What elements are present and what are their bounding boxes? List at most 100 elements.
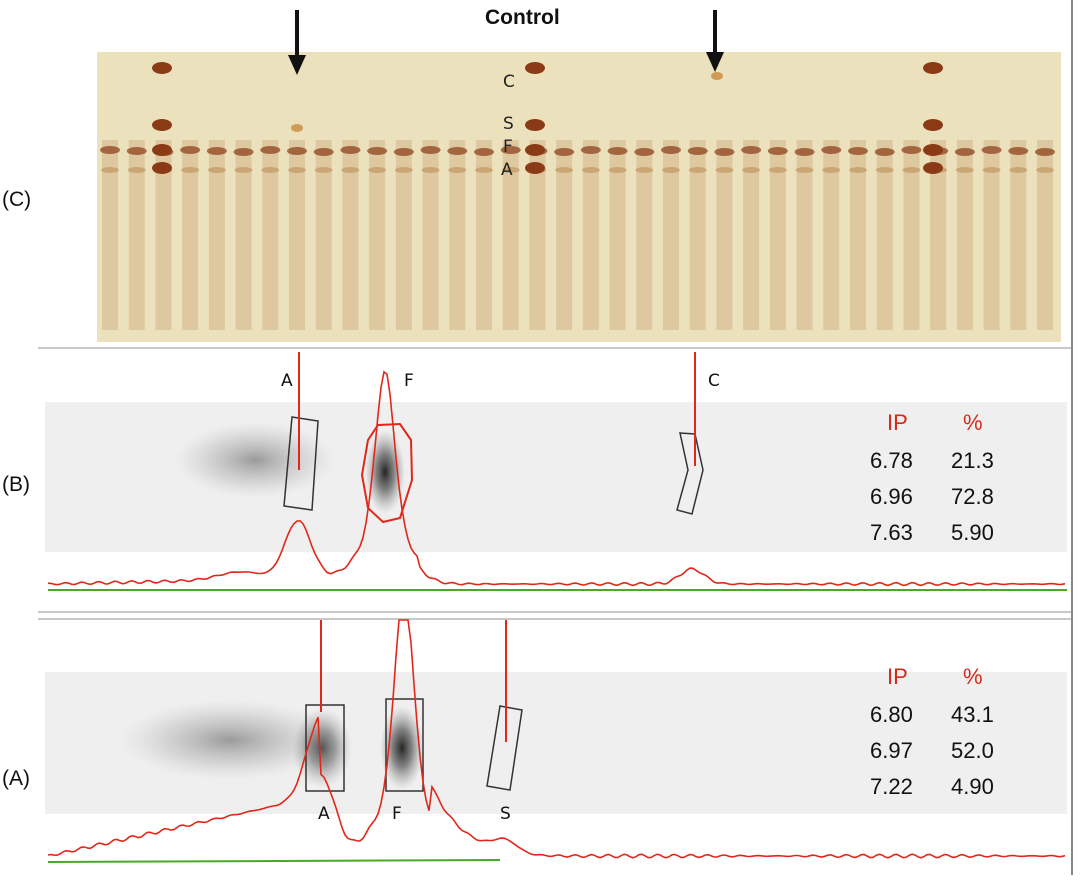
gel-lane — [208, 140, 225, 330]
gel-band — [821, 146, 842, 154]
table-cell-ip: 6.80 — [870, 702, 913, 727]
gel-lane — [1010, 140, 1027, 330]
gel-band — [687, 147, 708, 155]
gel-band — [875, 167, 894, 173]
gel-band — [635, 167, 654, 173]
gel-band — [314, 167, 333, 173]
gel-lane — [850, 140, 866, 330]
panel-a-scan — [45, 619, 1067, 863]
gel-lane — [556, 140, 573, 330]
gel-standard-band — [525, 144, 545, 156]
table-header-ip: IP — [887, 664, 908, 689]
gel-band — [475, 167, 493, 173]
gel-lane — [609, 140, 626, 330]
gel-band — [555, 167, 574, 173]
table-cell-ip: 7.22 — [870, 774, 913, 799]
gel-lane — [155, 140, 172, 330]
gel-band — [901, 146, 922, 154]
gel-lane — [743, 140, 760, 330]
scan-band-f — [365, 430, 405, 514]
gel-band — [126, 147, 147, 155]
gel-band — [288, 167, 306, 173]
gel-band — [448, 167, 467, 173]
gel-lane — [930, 140, 947, 330]
gel-band — [607, 147, 628, 155]
gel-band — [421, 167, 440, 173]
gel-standard-band — [152, 119, 172, 131]
gel-standard-band — [152, 62, 172, 74]
gel-band — [206, 147, 227, 155]
gel-lane — [636, 140, 653, 330]
gel-lane — [876, 140, 893, 330]
gel-band — [794, 148, 815, 156]
gel-band — [902, 167, 921, 173]
gel-band — [981, 146, 1002, 154]
gel-lane — [769, 140, 786, 330]
peak-label-a: A — [318, 804, 330, 824]
gel-band — [261, 167, 280, 173]
peak-label-s: S — [500, 804, 511, 824]
gel-band — [608, 167, 627, 173]
gel-band — [393, 148, 414, 156]
gel-band — [741, 146, 762, 154]
gel-band — [954, 148, 975, 156]
table-cell-ip: 6.96 — [870, 484, 913, 509]
gel-standard-band — [152, 144, 172, 156]
gel-band — [207, 167, 226, 173]
table-cell-percent: 72.8 — [951, 484, 994, 509]
gel-band — [127, 167, 146, 173]
gel-band — [394, 167, 413, 173]
gel-standard-band — [525, 62, 545, 74]
table-cell-ip: 6.97 — [870, 738, 913, 763]
panel-label-a: (A) — [2, 767, 30, 790]
gel-lane — [689, 140, 706, 330]
gel-lane — [289, 140, 305, 330]
gel-panel — [97, 52, 1061, 342]
integration-contour-f — [360, 422, 414, 524]
gel-band — [1009, 167, 1028, 173]
gel-lane — [182, 140, 199, 330]
gel-band — [955, 167, 974, 173]
gel-lane — [449, 140, 466, 330]
gel-standard-band — [923, 119, 943, 131]
gel-band-label-f: F — [503, 137, 513, 157]
gel-band — [180, 146, 201, 154]
gel-band — [822, 167, 841, 173]
panel-b-scan — [45, 352, 1067, 591]
gel-lane — [903, 140, 920, 330]
gel-band — [715, 167, 734, 173]
gel-band — [501, 167, 520, 173]
gel-lane — [582, 140, 599, 330]
table-cell-percent: 21.3 — [951, 448, 994, 473]
gel-band — [368, 167, 387, 173]
gel-standard-band — [923, 62, 943, 74]
gel-band — [581, 167, 600, 173]
gel-band — [500, 146, 521, 154]
gel-lane — [823, 140, 840, 330]
densitometry-trace-b — [47, 370, 1066, 587]
table-header-percent: % — [963, 664, 983, 689]
table-cell-percent: 5.90 — [951, 520, 994, 545]
peak-label-c: C — [708, 371, 720, 391]
gel-band — [554, 148, 575, 156]
gel-standard-band — [923, 144, 943, 156]
gel-lane — [369, 140, 386, 330]
gel-lane — [235, 140, 252, 330]
gel-band — [474, 148, 494, 156]
gel-lane — [395, 140, 412, 330]
integration-box-f — [385, 698, 424, 792]
gel-band — [767, 147, 788, 155]
gel-faint-band — [291, 124, 303, 132]
gel-band — [233, 148, 254, 156]
table-header-percent: % — [963, 410, 983, 435]
gel-band — [101, 167, 119, 173]
gel-band — [848, 147, 868, 155]
table-cell-percent: 43.1 — [951, 702, 994, 727]
table-cell-ip: 6.78 — [870, 448, 913, 473]
gel-lane — [476, 140, 492, 330]
scan-smear — [120, 700, 340, 780]
gel-band — [1036, 167, 1054, 173]
integration-box-s — [486, 705, 523, 791]
peak-label-f: F — [392, 804, 402, 824]
